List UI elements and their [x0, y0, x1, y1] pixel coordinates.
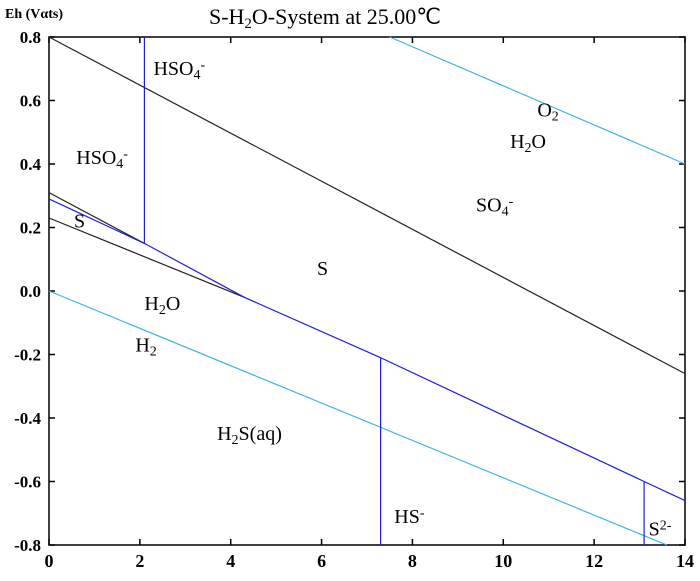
y-tick-label: -0.8 [14, 536, 41, 555]
x-tick-label: 8 [408, 551, 417, 571]
species-label-part: H [135, 334, 149, 356]
species-label-so4: SO4- [476, 194, 514, 219]
x-tick-label: 4 [226, 551, 235, 571]
species-label-s-big: S [317, 258, 328, 280]
species-label-part: 2 [525, 141, 532, 156]
species-label-part: 2 [232, 433, 239, 448]
species-label-h2o-upper: H2O [510, 131, 546, 156]
y-tick-label: 0.4 [20, 155, 42, 174]
species-label-part: 4 [194, 68, 201, 83]
species-label-hso4-left: HSO4- [76, 147, 128, 172]
species-label-part: O [537, 99, 551, 121]
species-label-part: 2 [150, 345, 157, 360]
species-label-part: - [420, 505, 425, 520]
species-label-s2: S2- [649, 518, 672, 540]
boundary-line-black-2 [48, 36, 686, 375]
species-label-part: SO [476, 195, 502, 217]
species-label-part: - [201, 58, 206, 73]
y-tick-label: 0.6 [20, 92, 41, 111]
species-label-part: S [649, 518, 660, 540]
species-label-part: - [509, 194, 514, 209]
species-label-part: 2 [552, 110, 559, 125]
y-tick-label: -0.4 [14, 409, 41, 428]
species-label-h2o-lower: H2O [144, 293, 180, 318]
species-label-part: HS [394, 506, 420, 528]
species-label-part: O [532, 131, 546, 153]
plot-area: 0 2 4 6 8 10 12 14 0.8 0.6 0.4 0.2 0.0 -0.2 -0.4 -0.6 -0… [14, 28, 694, 571]
boundary-line-black-4 [48, 192, 145, 244]
species-label-part: 2- [660, 518, 672, 533]
species-label-part: H [217, 423, 231, 445]
chart-title-part-3: O-System at 25.00℃ [252, 4, 441, 29]
y-tick-label: 0.2 [20, 219, 41, 238]
x-tick-label: 12 [585, 551, 603, 571]
boundary-line-black-3 [48, 217, 245, 298]
boundary-line-water-0 [48, 290, 668, 546]
species-label-part: HSO [153, 58, 193, 80]
species-label-s-small: S [74, 211, 85, 233]
species-label-part: S [74, 211, 85, 233]
x-tick-label: 10 [494, 551, 512, 571]
species-label-part: H [510, 131, 524, 153]
species-label-part: 4 [502, 205, 509, 220]
species-label-part: HSO [76, 147, 116, 169]
x-tick-label: 6 [317, 551, 326, 571]
species-label-part: 2 [159, 303, 166, 318]
chart-title: S-H2O-System at 25.00℃ [209, 4, 441, 32]
chart-title-part-1: S-H [209, 4, 245, 29]
y-tick-label: 0.0 [20, 282, 41, 301]
boundary-line-blue-5 [48, 198, 686, 502]
species-label-part: S(aq) [239, 423, 282, 445]
species-label-part: S [317, 258, 328, 280]
species-label-h2s: H2S(aq) [217, 423, 282, 448]
species-label-o2: O2 [537, 99, 558, 124]
species-label-hso4-top: HSO4- [153, 58, 205, 83]
y-tick-label: -0.6 [14, 473, 41, 492]
species-label-part: O [166, 293, 180, 315]
species-label-part: 4 [116, 157, 123, 172]
chart-title-part-2: 2 [244, 16, 252, 32]
species-label-h2: H2 [135, 334, 156, 359]
y-axis-label: Eh (Vαts) [5, 7, 63, 22]
x-tick-label: 0 [45, 551, 54, 571]
y-tick-label: -0.2 [14, 346, 41, 365]
boundary-line-water-1 [389, 36, 686, 165]
species-label-hs: HS- [394, 505, 425, 527]
species-label-part: - [123, 147, 128, 162]
y-tick-label: 0.8 [20, 28, 41, 47]
x-tick-label: 2 [135, 551, 144, 571]
x-tick-label: 14 [676, 551, 694, 571]
species-label-part: H [144, 293, 158, 315]
